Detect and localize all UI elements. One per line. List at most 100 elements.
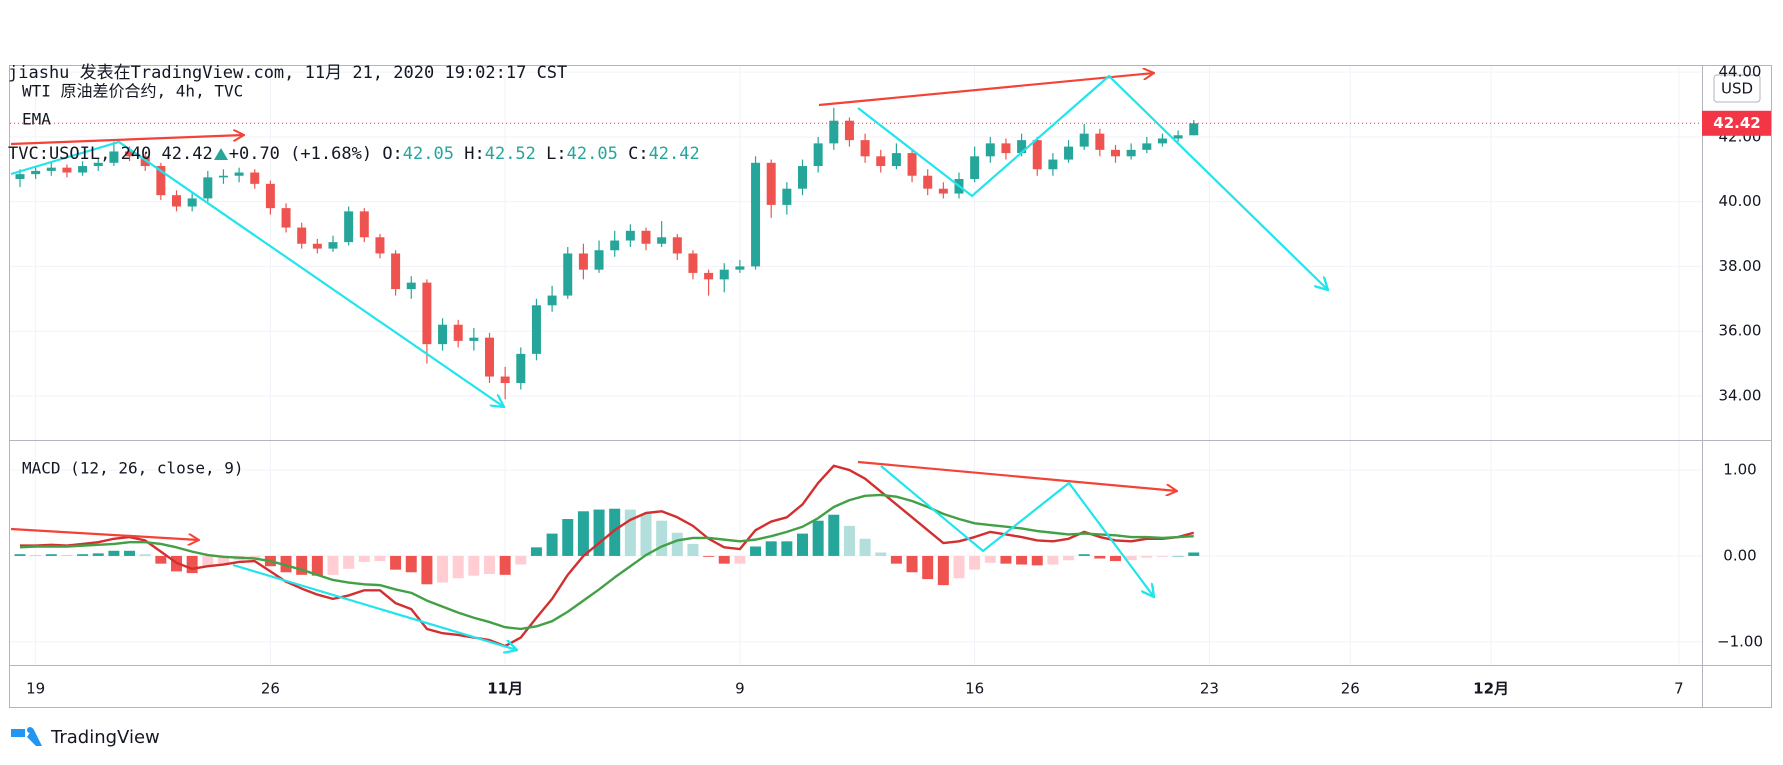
histogram-bar bbox=[734, 555, 746, 564]
histogram-bar bbox=[92, 553, 104, 556]
x-tick-label: 26 bbox=[1341, 680, 1360, 698]
indicator-label: EMA bbox=[22, 110, 51, 129]
author-line: jiashu 发表在TradingView.com, 11月 21, 2020 … bbox=[8, 63, 568, 83]
x-tick-label: 26 bbox=[261, 680, 280, 698]
histogram-bar bbox=[718, 555, 730, 564]
macd-line bbox=[19, 493, 1194, 631]
candle-body bbox=[923, 175, 933, 189]
unit-box bbox=[1713, 74, 1761, 103]
last-price-label: 42.42 bbox=[1713, 114, 1760, 132]
candle-body bbox=[813, 143, 823, 167]
candle-body bbox=[610, 240, 620, 251]
histogram-bar bbox=[1125, 555, 1137, 561]
pane-title: WTI 原油差价合约, 4h, TVC bbox=[22, 82, 243, 101]
histogram-bar bbox=[656, 520, 668, 556]
candle-body bbox=[751, 162, 761, 267]
candle-body bbox=[438, 324, 448, 345]
wave-line bbox=[880, 465, 1154, 597]
candle-body bbox=[531, 305, 541, 354]
histogram-bar bbox=[327, 555, 339, 575]
histogram-bar bbox=[499, 555, 511, 575]
x-tick-label: 11月 bbox=[487, 680, 523, 698]
histogram-bar bbox=[405, 555, 417, 573]
histogram-bar bbox=[890, 555, 902, 564]
histogram-bar bbox=[843, 525, 855, 556]
x-tick-label: 7 bbox=[1674, 680, 1684, 698]
histogram-bar bbox=[358, 555, 370, 562]
histogram-bar bbox=[671, 532, 683, 556]
candle-body bbox=[594, 250, 604, 270]
histogram-bar bbox=[374, 555, 386, 562]
histogram-bar bbox=[155, 555, 167, 564]
wave-line bbox=[232, 563, 517, 650]
candle-body bbox=[359, 211, 369, 238]
candle-body bbox=[218, 175, 228, 178]
histogram-bar bbox=[875, 552, 887, 556]
candle-body bbox=[62, 167, 72, 173]
histogram-bar bbox=[139, 554, 151, 556]
candle-body bbox=[312, 243, 322, 249]
histogram-bar bbox=[828, 514, 840, 556]
histogram-bar bbox=[1156, 555, 1168, 557]
candle-body bbox=[1064, 146, 1074, 160]
histogram-bar bbox=[1141, 555, 1153, 558]
histogram-bar bbox=[530, 547, 542, 556]
histogram-bar bbox=[30, 555, 42, 556]
candle-body bbox=[46, 167, 56, 171]
candle-body bbox=[469, 337, 479, 341]
candle-body bbox=[156, 166, 166, 196]
candle-body bbox=[234, 172, 244, 176]
histogram-bar bbox=[1094, 555, 1106, 559]
last: 42.42 bbox=[161, 144, 213, 164]
histogram-bar bbox=[687, 543, 699, 556]
unit-label: USD bbox=[1721, 80, 1753, 98]
candle-body bbox=[1111, 149, 1120, 157]
candle-body bbox=[735, 266, 745, 270]
histogram-bar bbox=[343, 555, 355, 569]
histogram-bar bbox=[186, 555, 198, 574]
candle-body bbox=[798, 166, 807, 189]
header: jiashu 发表在TradingView.com, 11月 21, 2020 … bbox=[8, 6, 700, 222]
candle-body bbox=[938, 188, 948, 194]
change: +0.70 bbox=[228, 144, 280, 164]
histogram-bar bbox=[797, 533, 808, 556]
histogram-bar bbox=[640, 513, 652, 556]
histogram-bar bbox=[1063, 555, 1075, 561]
trend-line bbox=[818, 73, 1154, 107]
y-tick-label: 38.00 bbox=[1719, 257, 1762, 275]
candle-body bbox=[688, 253, 698, 273]
y-tick-label: 34.00 bbox=[1719, 386, 1762, 404]
candle-body bbox=[500, 376, 510, 384]
drawings bbox=[10, 73, 1328, 650]
l-value: 42.05 bbox=[566, 144, 618, 164]
histogram-bar bbox=[390, 555, 402, 570]
y-tick-label: 40.00 bbox=[1719, 192, 1762, 210]
candle-body bbox=[406, 282, 416, 290]
candle-body bbox=[1142, 143, 1152, 150]
up-icon bbox=[213, 148, 228, 160]
histogram-bar bbox=[1016, 555, 1028, 565]
candle-body bbox=[250, 172, 260, 184]
candle-body bbox=[860, 140, 870, 157]
y-tick-label: 44.00 bbox=[1719, 63, 1762, 81]
histogram-bar bbox=[515, 555, 527, 565]
candle-body bbox=[391, 253, 401, 290]
histogram-bar bbox=[984, 555, 996, 563]
histogram-bar bbox=[969, 555, 981, 570]
h-label: H: bbox=[464, 144, 485, 164]
o-label: O: bbox=[382, 144, 403, 164]
candle-body bbox=[782, 188, 792, 205]
x-tick-label: 9 bbox=[735, 680, 745, 698]
histogram-bar bbox=[922, 555, 934, 580]
candle-body bbox=[578, 253, 588, 270]
c-label: C: bbox=[628, 144, 649, 164]
histogram-bar bbox=[217, 555, 229, 564]
candle-body bbox=[563, 253, 573, 296]
wave-line bbox=[857, 74, 1328, 290]
y-tick-label: 0.00 bbox=[1723, 546, 1756, 564]
candle-body bbox=[15, 174, 25, 179]
candle-body bbox=[657, 237, 667, 244]
histogram-bar bbox=[484, 555, 495, 574]
candle-body bbox=[344, 211, 354, 243]
candle-body bbox=[970, 156, 980, 179]
